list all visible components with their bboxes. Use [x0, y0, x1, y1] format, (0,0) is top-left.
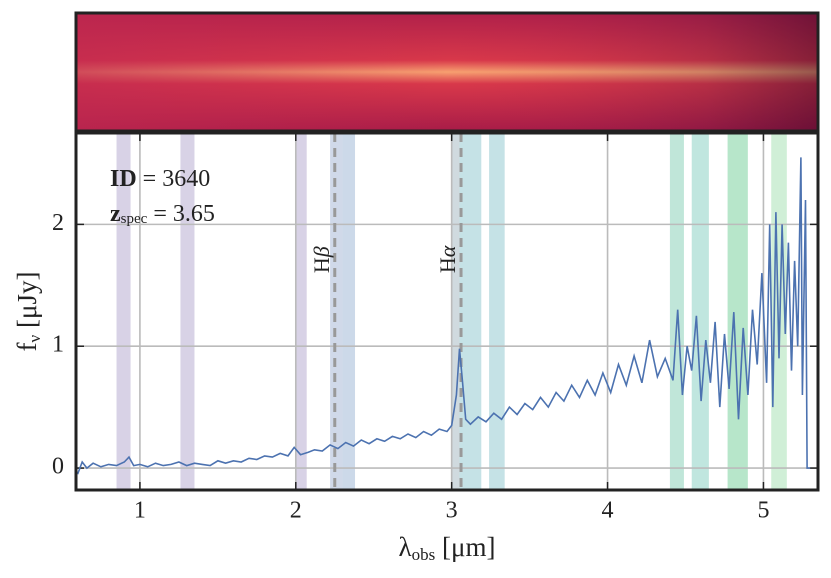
x-tick-label: 5 [757, 498, 769, 524]
y-label-main: f [12, 342, 42, 351]
image-frame [74, 11, 820, 133]
y-axis-label: fν [μJy] [12, 272, 44, 352]
wavelength-span [727, 133, 748, 490]
wavelength-span [330, 133, 343, 490]
y-tick-label: 1 [52, 332, 64, 358]
axes-frame [74, 131, 820, 492]
wavelength-span [691, 133, 709, 490]
info-main: ID [110, 166, 137, 192]
info-text: zspec = 3.65 [110, 201, 215, 228]
x-axis-label: λobs [μm] [399, 532, 496, 564]
line-label: Hα [435, 245, 460, 273]
line-label-greek: β [309, 246, 334, 258]
line-label-greek: α [435, 245, 460, 257]
x-label-main: λ [399, 532, 412, 562]
spectrum-2d-shade [76, 13, 818, 131]
line-label: Hβ [309, 246, 334, 273]
x-label-sub: obs [412, 545, 436, 564]
line-label-main: H [435, 257, 460, 273]
info-text: ID = 3640 [110, 166, 210, 192]
y-label-unit: [μJy] [12, 272, 42, 335]
wavelength-span [459, 133, 482, 490]
wavelength-span [180, 133, 195, 490]
y-label-sub: ν [25, 334, 44, 342]
wavelength-span [342, 133, 356, 490]
line-label-main: H [309, 257, 334, 273]
x-label-unit: [μm] [435, 532, 495, 562]
info-sub: spec [121, 211, 148, 227]
info-rest: = 3.65 [147, 201, 215, 227]
y-tick-label: 0 [52, 454, 64, 480]
info-rest: = 3640 [137, 166, 211, 192]
x-tick-label: 4 [602, 498, 614, 524]
x-tick-label: 3 [446, 498, 458, 524]
wavelength-span [489, 133, 505, 490]
wavelength-span [451, 133, 460, 490]
info-main: z [110, 201, 121, 227]
wavelength-span [295, 133, 307, 490]
spectrum-line [76, 157, 811, 475]
x-tick-label: 1 [134, 498, 146, 524]
x-tick-label: 2 [290, 498, 302, 524]
y-tick-label: 2 [52, 210, 64, 236]
wavelength-span [116, 133, 131, 490]
